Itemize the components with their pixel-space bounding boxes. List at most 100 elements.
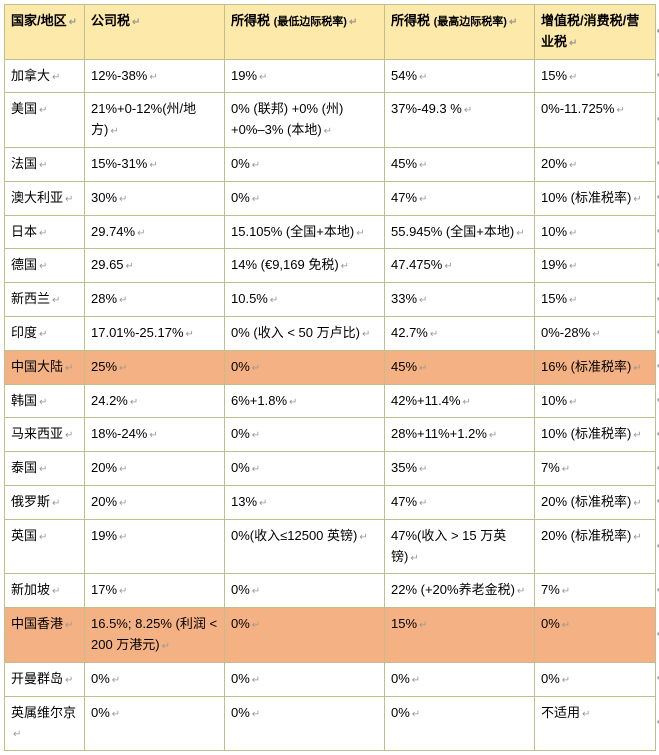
cell-marker-icon: ↵ [616,105,624,116]
cell-marker-icon: ↵ [419,295,427,306]
cell-text: 0% [231,359,250,374]
cell-marker-icon: ↵ [569,261,577,272]
cell-marker-icon: ↵ [270,295,278,306]
col-header-1: 公司税↵ [85,5,225,60]
cell-r13-c3: 47%(收入 > 15 万英镑)↵ [385,519,535,574]
cell-text: 20% [541,156,567,171]
cell-text: 0% [91,671,110,686]
cell-r16-c3: 0%↵ [385,662,535,696]
cell-r6-c3: 33%↵ [385,283,535,317]
cell-marker-icon: ↵ [252,709,260,720]
cell-text: 德国 [11,257,37,272]
cell-text: 新加坡 [11,582,50,597]
cell-r15-c4: 0%↵↵ [535,608,656,663]
cell-r1-c1: 21%+0-12%(州/地方)↵ [85,93,225,148]
cell-text: 澳大利亚 [11,190,63,205]
cell-marker-icon: ↵ [39,160,47,171]
cell-r3-c1: 30%↵ [85,181,225,215]
cell-text: 37%-49.3 % [391,101,462,116]
cell-r0-c1: 12%-38%↵ [85,59,225,93]
cell-text: 0% [91,705,110,720]
cell-text: 16.5%; 8.25% (利润 < 200 万港元) [91,616,217,652]
cell-text: 29.65 [91,257,124,272]
cell-r13-c1: 19%↵ [85,519,225,574]
cell-text: 17% [91,582,117,597]
cell-marker-icon: ↵ [39,329,47,340]
cell-marker-icon: ↵ [65,194,73,205]
cell-text: 18%-24% [91,426,147,441]
cell-r8-c1: 25%↵ [85,350,225,384]
cell-text: 0% [231,582,250,597]
cell-text: 55.945% (全国+本地) [391,224,514,239]
cell-text: 15%-31% [91,156,147,171]
cell-marker-icon: ↵ [410,553,418,564]
table-row: 英属维尔京↵0%↵0%↵0%↵不适用↵↵ [5,696,656,751]
cell-r0-c2: 19%↵ [225,59,385,93]
cell-marker-icon: ↵ [52,72,60,83]
cell-marker-icon: ↵ [633,363,641,374]
cell-r12-c2: 13%↵ [225,485,385,519]
table-row: 中国大陆↵25%↵0%↵45%↵16% (标准税率)↵↵ [5,350,656,384]
cell-marker-icon: ↵ [509,17,517,28]
cell-r13-c2: 0%(收入≤12500 英镑)↵ [225,519,385,574]
cell-marker-icon: ↵ [252,194,260,205]
cell-text: 47% [391,190,417,205]
cell-marker-icon: ↵ [252,620,260,631]
cell-r17-c1: 0%↵ [85,696,225,751]
cell-marker-icon: ↵ [562,464,570,475]
cell-marker-icon: ↵ [562,620,570,631]
table-body: 加拿大↵12%-38%↵19%↵54%↵15%↵↵美国↵21%+0-12%(州/… [5,59,656,751]
cell-text: 0% [231,705,250,720]
cell-text: 20% [91,494,117,509]
cell-text: 22% (+20%养老金税) [391,582,515,597]
col-header-2: 所得税 (最低边际税率)↵ [225,5,385,60]
cell-marker-icon: ↵ [419,498,427,509]
table-row: 新加坡↵17%↵0%↵22% (+20%养老金税)↵7%↵↵ [5,574,656,608]
cell-marker-icon: ↵ [52,498,60,509]
cell-r5-c4: 19%↵↵ [535,249,656,283]
cell-r6-c1: 28%↵ [85,283,225,317]
cell-r13-c0: 英国↵ [5,519,85,574]
cell-r7-c4: 0%-28%↵↵ [535,316,656,350]
table-row: 新西兰↵28%↵10.5%↵33%↵15%↵↵ [5,283,656,317]
cell-marker-icon: ↵ [341,261,349,272]
cell-text: 0%(收入≤12500 英镑) [231,528,357,543]
cell-r10-c0: 马来西亚↵ [5,418,85,452]
cell-text: 10% (标准税率) [541,190,631,205]
cell-marker-icon: ↵ [419,160,427,171]
cell-marker-icon: ↵ [444,261,452,272]
cell-text: 10.5% [231,291,268,306]
cell-text: 开曼群岛 [11,671,63,686]
cell-marker-icon: ↵ [119,586,127,597]
cell-r3-c4: 10% (标准税率)↵↵ [535,181,656,215]
cell-text: 印度 [11,325,37,340]
cell-marker-icon: ↵ [39,532,47,543]
cell-marker-icon: ↵ [186,329,194,340]
cell-r11-c4: 7%↵↵ [535,452,656,486]
cell-marker-icon: ↵ [633,498,641,509]
cell-r16-c1: 0%↵ [85,662,225,696]
cell-marker-icon: ↵ [412,675,420,686]
cell-marker-icon: ↵ [119,464,127,475]
cell-marker-icon: ↵ [359,532,367,543]
cell-r9-c4: 10%↵↵ [535,384,656,418]
cell-text: 47%(收入 > 15 万英镑) [391,528,506,564]
cell-marker-icon: ↵ [419,620,427,631]
cell-text: 10% [541,393,567,408]
cell-text: 6%+1.8% [231,393,287,408]
cell-text: 19% [541,257,567,272]
cell-text: 17.01%-25.17% [91,325,184,340]
table-row: 法国↵15%-31%↵0%↵45%↵20%↵↵ [5,147,656,181]
cell-marker-icon: ↵ [582,709,590,720]
cell-marker-icon: ↵ [252,675,260,686]
cell-r4-c4: 10%↵↵ [535,215,656,249]
cell-r15-c2: 0%↵ [225,608,385,663]
cell-r15-c3: 15%↵ [385,608,535,663]
cell-text: 35% [391,460,417,475]
cell-marker-icon: ↵ [252,160,260,171]
cell-marker-icon: ↵ [419,194,427,205]
cell-marker-icon: ↵ [39,397,47,408]
cell-marker-icon: ↵ [464,105,472,116]
cell-r17-c3: 0%↵ [385,696,535,751]
cell-text: 0% [231,616,250,631]
